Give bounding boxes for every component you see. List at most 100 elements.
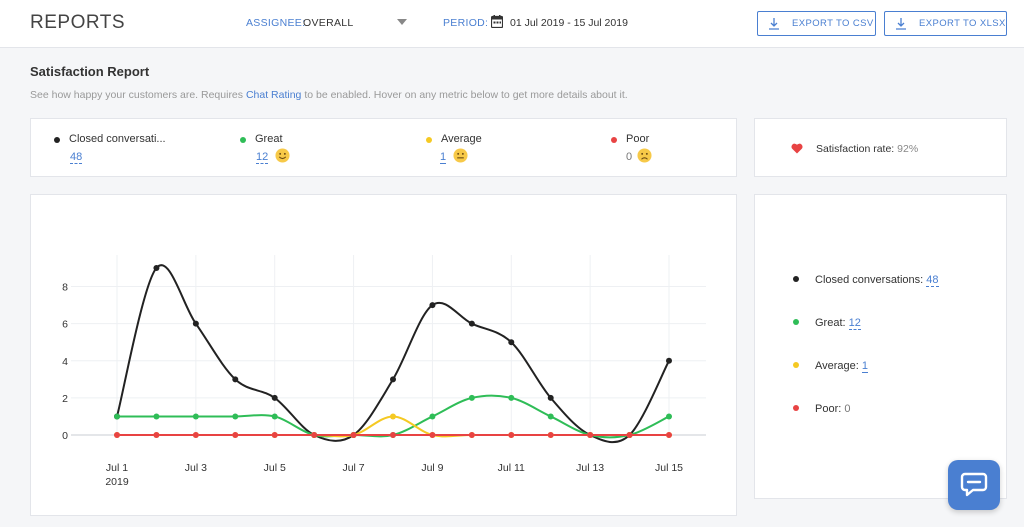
series-dot bbox=[426, 137, 432, 143]
y-tick-label: 2 bbox=[62, 393, 68, 405]
legend-value[interactable]: 1 bbox=[861, 360, 869, 373]
y-tick-label: 0 bbox=[62, 430, 68, 442]
data-point bbox=[547, 394, 554, 401]
series-dot bbox=[793, 362, 799, 368]
data-point bbox=[114, 413, 120, 420]
data-point bbox=[232, 432, 239, 438]
data-point bbox=[350, 432, 357, 438]
y-tick-label: 8 bbox=[62, 282, 68, 294]
legend-label: Poor: bbox=[815, 403, 842, 415]
series-dot bbox=[793, 405, 799, 411]
legend-item-great[interactable]: Great: 12 bbox=[793, 317, 861, 330]
satisfaction-rate: Satisfaction rate: 92% bbox=[816, 143, 918, 155]
chat-bubble-icon bbox=[960, 472, 988, 497]
data-point bbox=[468, 320, 475, 327]
data-point bbox=[390, 413, 396, 420]
x-tick-label: Jul 9 bbox=[421, 462, 443, 474]
data-point bbox=[587, 432, 594, 438]
data-point bbox=[271, 432, 278, 438]
legend-item-poor[interactable]: Poor: 0 bbox=[793, 403, 850, 415]
data-point bbox=[390, 432, 396, 438]
x-tick-label: Jul 11 bbox=[498, 462, 525, 474]
metric-value: 0 bbox=[626, 151, 633, 163]
data-point bbox=[666, 357, 672, 364]
x-tick-label: Jul 7 bbox=[342, 462, 364, 474]
chat-rating-link[interactable]: Chat Rating bbox=[245, 89, 302, 101]
legend-value[interactable]: 12 bbox=[848, 317, 861, 330]
data-point bbox=[547, 432, 554, 438]
assignee-select[interactable]: OVERALL bbox=[303, 17, 354, 29]
metric-label: Average bbox=[441, 133, 482, 145]
data-point bbox=[192, 413, 199, 420]
data-point bbox=[508, 432, 515, 438]
section-description: See how happy your customers are. Requir… bbox=[30, 89, 628, 101]
data-point bbox=[153, 432, 160, 438]
chevron-down-icon[interactable] bbox=[397, 19, 407, 25]
x-tick-label: Jul 15 bbox=[655, 462, 683, 474]
metric-value[interactable]: 12 bbox=[256, 151, 269, 164]
data-point bbox=[626, 432, 633, 438]
data-point bbox=[232, 376, 239, 383]
data-point bbox=[153, 413, 160, 420]
data-point bbox=[508, 339, 515, 346]
data-point bbox=[666, 432, 672, 438]
legend-label: Closed conversations: bbox=[815, 274, 924, 286]
data-point bbox=[192, 432, 199, 438]
x-tick-label: Jul 1 bbox=[106, 462, 128, 474]
sad-face-emoji-icon bbox=[637, 148, 652, 163]
export-xlsx-label: EXPORT TO XLSX bbox=[919, 18, 1006, 29]
data-point bbox=[153, 265, 160, 271]
data-point bbox=[271, 413, 278, 420]
x-tick-label: Jul 3 bbox=[185, 462, 207, 474]
data-point bbox=[192, 320, 199, 327]
metric-value[interactable]: 1 bbox=[440, 151, 447, 164]
metric-label: Great bbox=[255, 133, 283, 145]
y-tick-label: 4 bbox=[62, 356, 68, 368]
legend-item-closed-conversations[interactable]: Closed conversations: 48 bbox=[793, 274, 939, 287]
satisfaction-value: 92% bbox=[897, 143, 919, 155]
data-point bbox=[666, 413, 672, 420]
section-title: Satisfaction Report bbox=[30, 64, 150, 79]
data-point bbox=[311, 432, 318, 438]
data-point bbox=[271, 394, 278, 401]
data-point bbox=[547, 413, 554, 420]
export-csv-label: EXPORT TO CSV bbox=[792, 18, 874, 29]
x-tick-label: Jul 13 bbox=[576, 462, 604, 474]
neutral-face-emoji-icon bbox=[453, 148, 468, 163]
metrics-summary-card: Closed conversati... 48 Great 12 Average… bbox=[30, 118, 737, 177]
data-point bbox=[429, 432, 436, 438]
assignee-label: ASSIGNEE: bbox=[246, 17, 306, 29]
x-tick-year-label: 2019 bbox=[105, 476, 129, 488]
satisfaction-rate-card: Satisfaction rate: 92% bbox=[754, 118, 1007, 177]
legend-value[interactable]: 48 bbox=[926, 274, 939, 287]
metric-label: Closed conversati... bbox=[69, 133, 166, 145]
data-point bbox=[429, 302, 436, 309]
data-point bbox=[468, 394, 475, 401]
export-xlsx-button[interactable]: EXPORT TO XLSX bbox=[884, 11, 1007, 36]
series-dot bbox=[793, 319, 799, 325]
data-point bbox=[114, 432, 120, 438]
calendar-icon[interactable] bbox=[491, 15, 503, 28]
export-csv-button[interactable]: EXPORT TO CSV bbox=[757, 11, 876, 36]
satisfaction-label: Satisfaction rate: bbox=[816, 143, 895, 155]
data-point bbox=[429, 413, 436, 420]
chat-launcher-button[interactable] bbox=[948, 460, 1000, 510]
description-text: See how happy your customers are. Requir… bbox=[30, 89, 246, 101]
series-dot bbox=[54, 137, 60, 143]
series-dot bbox=[611, 137, 617, 143]
download-icon bbox=[896, 17, 906, 30]
satisfaction-line-chart[interactable]: 0 2 4 6 8 Jul 1 Jul 3 Jul 5 Jul 7 Jul 9 Jul 11 Jul … bbox=[31, 195, 736, 515]
satisfaction-chart-card: 0 2 4 6 8 Jul 1 Jul 3 Jul 5 Jul 7 Jul 9 Jul 11 Jul … bbox=[30, 194, 737, 516]
series-dot bbox=[793, 276, 799, 282]
heart-icon bbox=[791, 143, 803, 154]
legend-item-average[interactable]: Average: 1 bbox=[793, 360, 869, 373]
data-point bbox=[390, 376, 396, 383]
chart-legend-card: Closed conversations: 48 Great: 12 Avera… bbox=[754, 194, 1007, 499]
data-point bbox=[232, 413, 239, 420]
legend-label: Great: bbox=[815, 317, 846, 329]
data-point bbox=[508, 394, 515, 401]
top-bar: REPORTS ASSIGNEE: OVERALL PERIOD: 01 Jul… bbox=[0, 0, 1024, 48]
metric-value[interactable]: 48 bbox=[70, 151, 83, 164]
x-tick-label: Jul 5 bbox=[264, 462, 286, 474]
period-date-range[interactable]: 01 Jul 2019 - 15 Jul 2019 bbox=[510, 17, 628, 29]
